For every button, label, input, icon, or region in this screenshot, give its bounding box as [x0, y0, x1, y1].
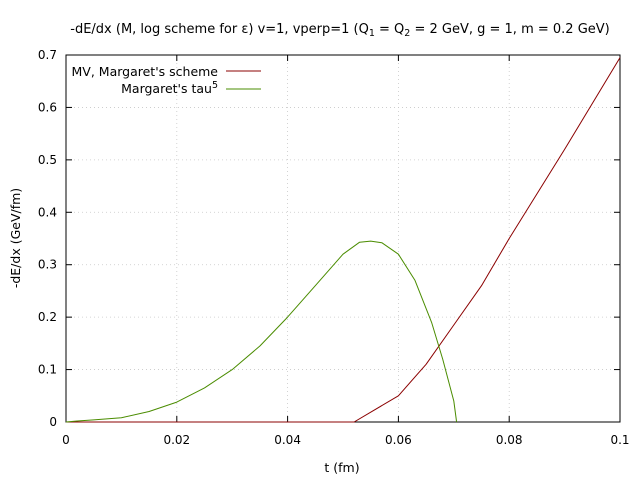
x-tick-label: 0.02	[163, 433, 190, 447]
legend-label-series-2: Margaret's tau5	[121, 80, 218, 96]
grid	[66, 55, 620, 422]
y-tick-label: 0.7	[38, 48, 57, 62]
x-tick-label: 0.1	[610, 433, 629, 447]
y-tick-label: 0.5	[38, 153, 57, 167]
series-line-2	[65, 240, 458, 423]
x-axis-label: t (fm)	[324, 460, 359, 475]
y-tick-label: 0.1	[38, 363, 57, 377]
y-tick-label: 0.4	[38, 205, 57, 219]
legend: MV, Margaret's scheme Margaret's tau5	[72, 64, 261, 96]
plot-frame	[65, 54, 621, 423]
y-tick-label: 0.3	[38, 258, 57, 272]
series-line-1	[66, 57, 621, 423]
y-tick-label: 0.6	[38, 100, 57, 114]
series-lines	[65, 57, 621, 423]
x-tick-label: 0	[62, 433, 70, 447]
y-tick-label: 0	[49, 415, 57, 429]
ticks: 0 0.02 0.04 0.06 0.08 0.1 0 0.1 0.2 0.3 0.4 0.5 0.6 0…	[38, 48, 630, 447]
chart-title: -dE/dx (M, log scheme for ε) v=1, vperp=…	[70, 22, 609, 39]
y-tick-label: 0.2	[38, 310, 57, 324]
x-tick-label: 0.04	[274, 433, 301, 447]
y-axis-label: -dE/dx (GeV/fm)	[8, 188, 23, 288]
x-tick-label: 0.08	[496, 433, 523, 447]
x-tick-label: 0.06	[385, 433, 412, 447]
legend-label-series-1: MV, Margaret's scheme	[72, 64, 219, 79]
